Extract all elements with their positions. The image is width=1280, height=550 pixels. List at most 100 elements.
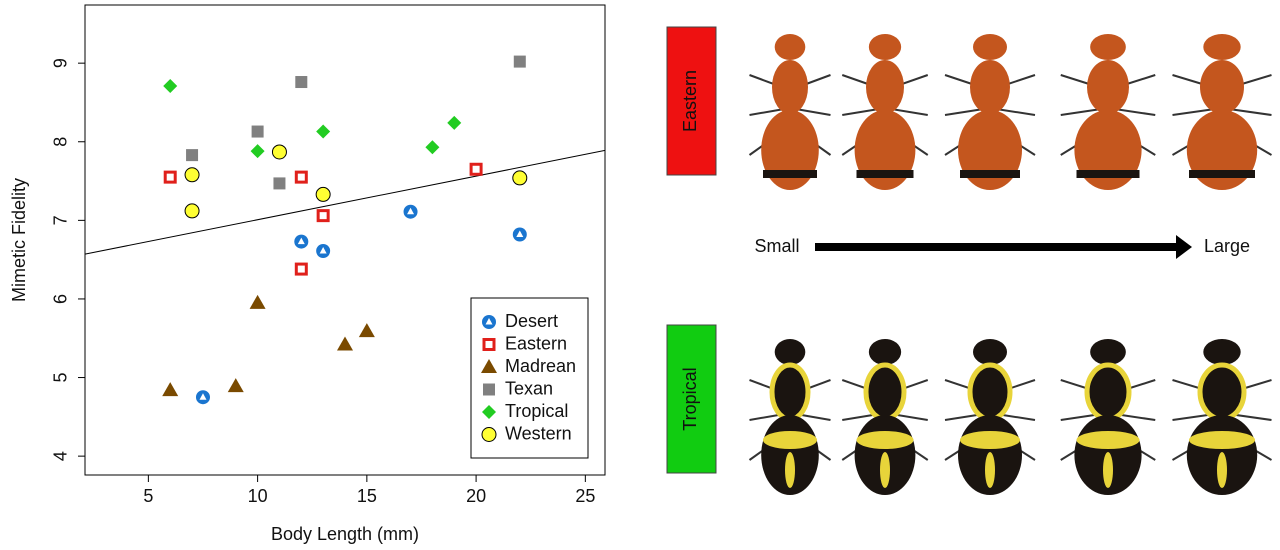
insect-band <box>985 452 995 488</box>
marker-inner <box>485 318 493 325</box>
row-label-box <box>666 26 717 176</box>
insect-band <box>763 431 817 449</box>
insect-head <box>973 34 1007 60</box>
marker <box>294 262 308 276</box>
insect-head <box>1203 34 1241 60</box>
marker <box>250 144 265 159</box>
x-tick-label: 20 <box>466 486 486 506</box>
insect-thorax <box>1197 362 1247 422</box>
insect-thorax <box>772 60 808 114</box>
y-tick-label: 7 <box>51 215 71 225</box>
marker <box>227 378 244 393</box>
trend-line <box>84 149 606 255</box>
insect-head <box>868 339 902 365</box>
y-axis-label: Mimetic Fidelity <box>9 178 29 302</box>
arrow-head <box>1176 235 1192 259</box>
insect-band <box>1189 170 1255 178</box>
marker <box>316 209 330 223</box>
insect-thorax <box>863 362 907 422</box>
y-tick-label: 8 <box>51 137 71 147</box>
legend-label: Eastern <box>505 333 567 353</box>
row-label: Eastern <box>680 70 700 132</box>
marker <box>184 203 200 219</box>
arrow-end-label: Large <box>1204 236 1250 256</box>
row-label: Tropical <box>680 367 700 430</box>
marker <box>295 76 308 89</box>
marker <box>481 359 497 373</box>
insect-head <box>774 339 806 365</box>
insect-head <box>1090 34 1126 60</box>
insect-band <box>960 431 1020 449</box>
insect-head <box>1203 339 1241 365</box>
marker <box>251 125 264 138</box>
insect-head <box>868 34 902 60</box>
plot-frame <box>84 4 606 476</box>
x-tick-label: 15 <box>357 486 377 506</box>
insect-head <box>1090 339 1126 365</box>
arrow-start-label: Small <box>754 236 799 256</box>
row-label-box <box>666 324 717 474</box>
marker <box>447 115 462 130</box>
insect-thorax <box>769 362 811 422</box>
marker-inner <box>199 393 207 400</box>
x-tick-label: 10 <box>248 486 268 506</box>
marker <box>482 338 496 351</box>
legend-label: Western <box>505 423 572 443</box>
insect-thorax <box>1087 60 1129 114</box>
insect-band <box>856 431 914 449</box>
insect-band <box>1217 452 1227 488</box>
marker <box>163 170 177 184</box>
x-axis-label: Body Length (mm) <box>271 524 419 544</box>
insect-head <box>774 34 806 60</box>
legend-label: Desert <box>505 311 558 331</box>
insect-band <box>1076 431 1140 449</box>
insect-band <box>880 452 890 488</box>
marker <box>273 177 286 190</box>
marker <box>294 170 308 184</box>
marker <box>315 186 331 202</box>
x-tick-label: 5 <box>143 486 153 506</box>
legend-label: Tropical <box>505 401 568 421</box>
insect-thorax <box>866 60 904 114</box>
marker <box>425 140 440 155</box>
marker <box>512 170 528 186</box>
insect-band <box>960 170 1020 178</box>
marker <box>481 427 497 442</box>
insect-thorax <box>1084 362 1132 422</box>
marker <box>271 144 287 160</box>
y-tick-label: 9 <box>51 58 71 68</box>
marker <box>162 382 179 397</box>
insect-head <box>973 339 1007 365</box>
marker-inner <box>297 237 305 245</box>
marker <box>184 167 200 183</box>
x-tick-label: 25 <box>575 486 595 506</box>
insect-band <box>785 452 795 488</box>
y-tick-label: 5 <box>51 373 71 383</box>
marker <box>337 336 353 351</box>
insect-band <box>763 170 817 178</box>
legend-label: Madrean <box>505 356 576 376</box>
y-tick-label: 4 <box>51 451 71 461</box>
insect-band <box>856 170 914 178</box>
insect-band <box>1189 431 1255 449</box>
marker-inner <box>516 230 524 237</box>
insect-band <box>1103 452 1113 488</box>
marker <box>513 55 526 68</box>
marker <box>483 383 495 396</box>
marker <box>316 124 331 139</box>
insect-thorax <box>967 362 1013 422</box>
insect-thorax <box>970 60 1010 114</box>
marker <box>469 162 483 176</box>
legend-label: Texan <box>505 378 553 398</box>
marker-inner <box>407 207 415 215</box>
marker <box>482 405 496 419</box>
insect-thorax <box>1200 60 1244 114</box>
marker <box>186 149 199 162</box>
marker <box>163 78 178 93</box>
marker <box>358 323 375 338</box>
marker-inner <box>319 247 327 254</box>
marker <box>249 294 266 309</box>
insect-band <box>1076 170 1140 178</box>
y-tick-label: 6 <box>51 294 71 304</box>
